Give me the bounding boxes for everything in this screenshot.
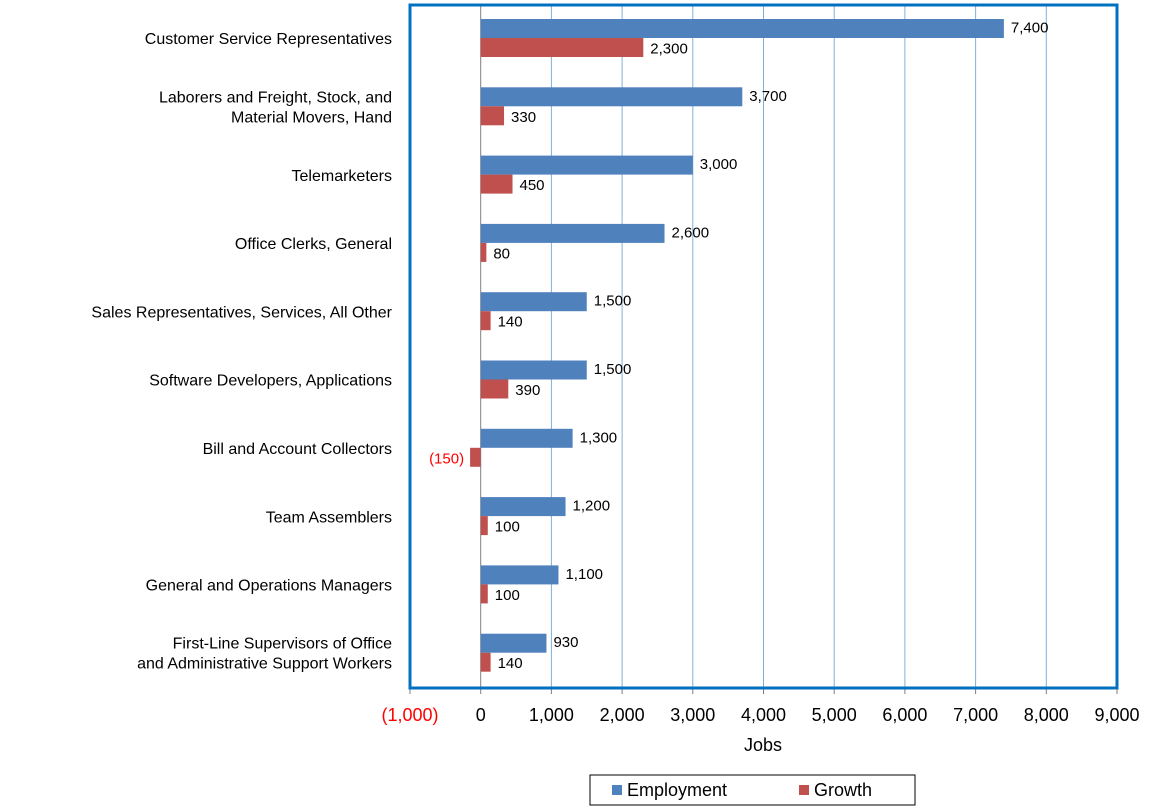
x-tick-label: 3,000	[670, 705, 715, 725]
category-label: Customer Service Representatives	[145, 31, 392, 48]
bar	[480, 155, 693, 175]
bar	[480, 87, 743, 107]
legend-label: Employment	[627, 780, 727, 800]
bar	[480, 223, 665, 243]
category-label: Team Assemblers	[266, 509, 392, 526]
bar	[480, 242, 487, 262]
bar	[470, 447, 481, 467]
x-tick-label: 6,000	[882, 705, 927, 725]
x-tick-label: (1,000)	[381, 705, 438, 725]
data-label: 1,500	[594, 293, 632, 310]
data-label: 3,700	[749, 88, 787, 105]
plot-border	[408, 3, 1119, 690]
data-label: 1,500	[594, 361, 632, 378]
data-label: 450	[520, 177, 545, 194]
bar	[480, 652, 491, 672]
data-label: (150)	[429, 450, 464, 467]
data-label: 1,300	[580, 429, 618, 446]
data-label: 930	[553, 634, 578, 651]
data-label: 1,100	[565, 566, 603, 583]
bar	[480, 38, 644, 57]
x-tick-label: 0	[476, 705, 486, 725]
data-label: 3,000	[700, 156, 738, 173]
bar	[480, 633, 547, 653]
bar	[480, 106, 505, 126]
data-label: 140	[498, 314, 523, 331]
legend-swatch	[799, 785, 809, 795]
bar	[480, 584, 488, 604]
category-label: Telemarketers	[292, 168, 392, 185]
bar	[480, 292, 587, 312]
data-label: 1,200	[573, 498, 611, 515]
data-label: 7,400	[1011, 19, 1049, 36]
data-label: 100	[495, 587, 520, 604]
bar	[480, 379, 509, 399]
category-label: First-Line Supervisors of Office and Admi…	[137, 636, 392, 673]
bar	[480, 516, 488, 536]
data-label: 80	[493, 245, 510, 262]
bar	[480, 174, 513, 194]
x-tick-label: 4,000	[741, 705, 786, 725]
data-label: 390	[515, 382, 540, 399]
category-label: Sales Representatives, Services, All Oth…	[91, 304, 392, 321]
bar	[480, 428, 573, 448]
bar	[480, 565, 559, 585]
bar	[480, 497, 566, 517]
x-tick-label: 8,000	[1024, 705, 1069, 725]
bar	[480, 311, 491, 331]
x-tick-label: 7,000	[953, 705, 998, 725]
category-label: Bill and Account Collectors	[203, 441, 392, 458]
bar	[480, 19, 1004, 38]
data-label: 2,600	[672, 224, 710, 241]
x-tick-label: 1,000	[529, 705, 574, 725]
category-label: Laborers and Freight, Stock, and Material…	[159, 90, 392, 127]
data-label: 140	[498, 655, 523, 672]
category-label: Software Developers, Applications	[149, 373, 392, 390]
data-label: 100	[495, 519, 520, 536]
category-label: General and Operations Managers	[146, 578, 392, 595]
x-tick-label: 9,000	[1094, 705, 1139, 725]
x-tick-label: 2,000	[600, 705, 645, 725]
data-label: 330	[511, 109, 536, 126]
x-axis-title: Jobs	[744, 735, 782, 755]
bar	[480, 360, 587, 380]
legend-box	[589, 774, 916, 806]
x-tick-label: 5,000	[812, 705, 857, 725]
legend-label: Growth	[814, 780, 872, 800]
legend-swatch	[612, 785, 622, 795]
category-label: Office Clerks, General	[235, 236, 392, 253]
data-label: 2,300	[650, 40, 688, 57]
